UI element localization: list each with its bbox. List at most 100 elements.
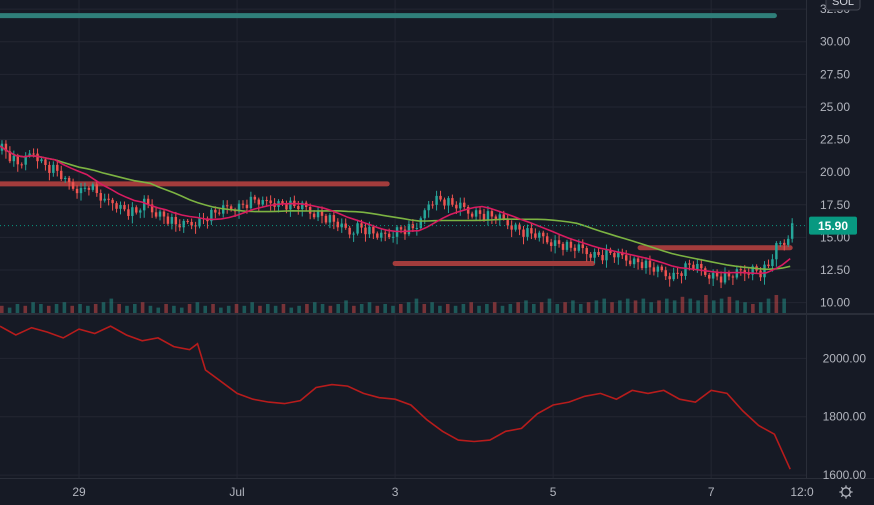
volume-bar <box>469 302 474 313</box>
candle-body <box>67 177 71 183</box>
volume-bar <box>312 302 317 313</box>
candle-body <box>52 164 55 173</box>
candle-body <box>636 258 640 263</box>
volume-bar <box>281 304 286 313</box>
candle-body <box>60 170 63 180</box>
volume-bar <box>766 298 771 313</box>
candle-body <box>111 199 114 204</box>
time-axis[interactable]: 29 Jul 3 5 7 12:0 <box>72 485 814 499</box>
candle-body <box>344 223 347 228</box>
candle-body <box>692 264 695 270</box>
volume-bar <box>743 302 747 313</box>
candle-body <box>241 203 245 205</box>
last-price-value: 15.90 <box>818 219 848 233</box>
volume-bar <box>93 304 98 313</box>
candle-body <box>158 211 162 217</box>
volume-bar <box>320 304 325 313</box>
candle-body <box>139 210 142 213</box>
volume-bar <box>172 305 176 313</box>
candle-body <box>455 204 458 209</box>
candle-body <box>297 206 300 210</box>
settings-icon[interactable] <box>839 485 853 499</box>
volume-bar <box>344 300 348 313</box>
volume-bar <box>672 300 677 313</box>
volume-bars <box>0 295 786 313</box>
candle-body <box>711 272 715 279</box>
candle-body <box>609 249 612 254</box>
volume-bar <box>641 298 646 313</box>
volume-bar <box>352 305 356 313</box>
volume-bar <box>594 300 599 313</box>
candle-body <box>731 276 735 278</box>
candle-body <box>178 224 181 228</box>
candle-body <box>490 211 494 217</box>
candle-body <box>640 262 644 269</box>
symbol-badge[interactable]: SOL <box>825 0 861 11</box>
candle-body <box>253 196 257 200</box>
candle-body <box>8 151 12 162</box>
volume-bar <box>524 300 528 313</box>
candle-body <box>427 204 430 211</box>
candle-body <box>320 211 324 216</box>
candle-body <box>632 258 636 265</box>
candle-body <box>771 259 774 267</box>
candle-body <box>688 263 691 265</box>
candle-body <box>91 184 95 190</box>
candle-body <box>269 200 272 204</box>
candle-body <box>356 223 359 234</box>
candle-body <box>376 233 379 238</box>
candle-body <box>166 216 170 224</box>
volume-bar <box>148 305 153 313</box>
lower-tick-label: 1600.00 <box>823 468 867 482</box>
candle-body <box>182 220 185 228</box>
volume-bar <box>461 304 466 313</box>
time-tick-label: 5 <box>550 485 557 499</box>
candle-body <box>707 274 711 279</box>
volume-bar <box>211 304 215 313</box>
candle-body <box>573 247 577 251</box>
candle-body <box>36 153 39 162</box>
volume-bar <box>273 305 278 313</box>
volume-bar <box>367 302 372 313</box>
candle-body <box>486 211 490 220</box>
candle-body <box>115 203 118 209</box>
volume-bar <box>117 304 121 313</box>
volume-bar <box>23 305 28 313</box>
gear-tooth <box>848 494 852 498</box>
candle-body <box>534 233 537 238</box>
candle-body <box>617 252 620 258</box>
candle-body <box>265 200 268 202</box>
volume-bar <box>539 302 544 313</box>
volume-bar <box>711 300 716 313</box>
volume-bar <box>453 305 458 313</box>
volume-bar <box>125 305 129 313</box>
candle-body <box>391 236 395 238</box>
candle-body <box>399 227 403 230</box>
volume-bar <box>555 304 560 313</box>
time-tick-label: Jul <box>229 485 244 499</box>
candle-body <box>747 273 750 275</box>
candle-body <box>569 241 573 248</box>
candle-body <box>407 224 411 235</box>
candle-body <box>463 202 466 207</box>
candle-body <box>542 232 545 237</box>
candle-body <box>127 209 130 216</box>
price-tick-label: 10.00 <box>820 296 850 310</box>
lower-axis[interactable]: 2000.00 1800.00 1600.00 <box>823 351 867 482</box>
candle-body <box>387 233 391 238</box>
volume-bar <box>399 304 403 313</box>
candle-body <box>545 236 549 243</box>
candle-body <box>364 227 367 235</box>
candle-body <box>478 210 482 214</box>
volume-bar <box>234 304 239 313</box>
volume-bar <box>571 300 575 313</box>
candle-body <box>75 188 79 194</box>
grid-lines <box>0 0 806 478</box>
candle-body <box>352 233 355 235</box>
volume-bar <box>532 304 536 313</box>
volume-bar <box>258 305 262 313</box>
candle-body <box>751 266 754 275</box>
candle-body <box>451 198 454 205</box>
candle-body <box>739 269 743 271</box>
